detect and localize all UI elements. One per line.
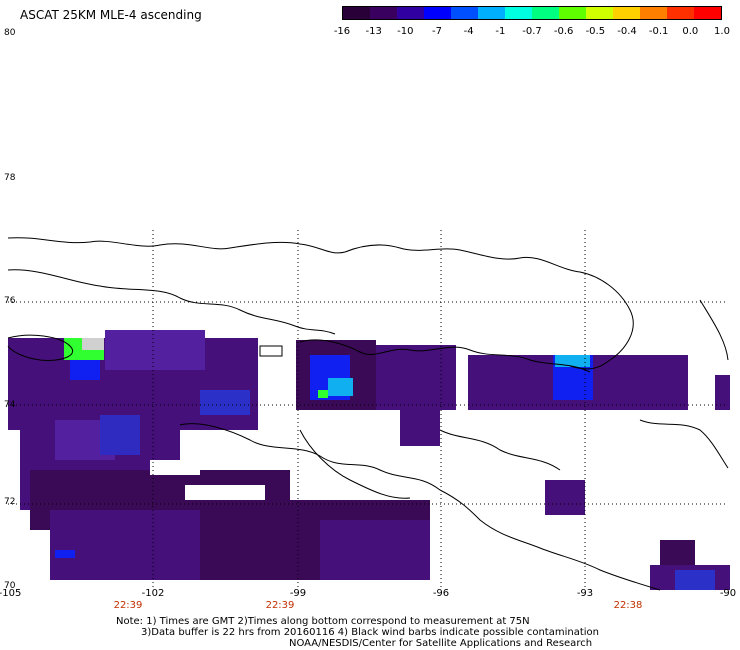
swath-central-east: [376, 345, 456, 410]
coastline-peninsula: [7, 269, 336, 335]
colorbar-tick-label: -0.7: [522, 26, 542, 37]
colorbar-tick-label: -16: [333, 26, 351, 37]
swath-far-east: [715, 375, 730, 410]
swath-blue-patch-3: [70, 360, 100, 380]
coastline-island-1: [7, 334, 73, 361]
colorbar-segment: [613, 7, 640, 19]
colorbar-tick-label: -0.5: [585, 26, 606, 37]
colorbar-tick-label: -7: [432, 26, 442, 37]
lat-label: 70: [4, 581, 16, 591]
note-line-2: 3)Data buffer is 22 hrs from 20160116 4)…: [141, 627, 599, 638]
swath-blue-patch-2: [200, 390, 250, 415]
swath-central-south: [400, 408, 440, 446]
colorbar-segment: [397, 7, 424, 19]
colorbar-segment: [505, 7, 532, 19]
footnotes: Note: 1) Times are GMT 2)Times along bot…: [116, 616, 599, 649]
note-line-1: Note: 1) Times are GMT 2)Times along bot…: [116, 616, 530, 627]
swath-southeast: [660, 540, 695, 568]
coastline-bay: [299, 429, 411, 499]
map-panel: [7, 230, 730, 591]
colorbar-segment: [478, 7, 505, 19]
swath-blue-patch-4: [55, 550, 75, 558]
lat-label: 72: [4, 497, 16, 507]
colorbar-tick-label: -0.1: [648, 26, 669, 37]
colorbar-tick-label: -1: [495, 26, 506, 37]
coastline-inlet: [439, 429, 561, 471]
graticule: [8, 230, 728, 590]
gap: [185, 485, 265, 500]
colorbar-segment: [559, 7, 586, 19]
swath-west-violet: [105, 330, 205, 370]
time-label: 22:38: [613, 600, 643, 611]
lat-label: 80: [4, 28, 16, 38]
time-label: 22:39: [265, 600, 295, 611]
swath-southeast-blue: [675, 570, 715, 590]
colorbar-segment: [586, 7, 613, 19]
lat-label: 74: [4, 400, 16, 410]
swath-east-isolated: [545, 480, 585, 515]
lon-label: -96: [432, 588, 450, 599]
lon-label: -99: [289, 588, 307, 599]
lat-label: 76: [4, 296, 16, 306]
time-label: 22:39: [113, 600, 143, 611]
colorbar-tick-label: 1.0: [714, 26, 730, 37]
colorbar-tick-label: -10: [397, 26, 414, 37]
swath-blue-patch-1: [100, 415, 140, 455]
swath-east-cyan: [555, 355, 590, 367]
coastline-far-east: [699, 299, 729, 361]
lon-label: -105: [0, 588, 22, 599]
colorbar-segment: [640, 7, 667, 19]
colorbar-segment: [667, 7, 694, 19]
lon-label: -102: [141, 588, 165, 599]
colorbar-tick-label: -4: [463, 26, 474, 37]
lon-label: -93: [576, 588, 594, 599]
colorbar-segment: [343, 7, 370, 19]
coastlines: [7, 237, 729, 591]
coastline-island-2: [259, 345, 283, 357]
swath-grey-patch: [82, 338, 104, 350]
colorbar-tick-label: -13: [365, 26, 382, 37]
lon-label: -90: [719, 588, 737, 599]
swath-central-cyan: [328, 378, 353, 396]
lat-label: 78: [4, 173, 16, 183]
map-title: ASCAT 25KM MLE-4 ascending: [20, 8, 202, 22]
coastline-north: [7, 237, 634, 370]
wind-data-layer: [8, 330, 730, 590]
swath-central-green: [318, 390, 328, 398]
colorbar-segment: [370, 7, 397, 19]
colorbar-tick-label: -0.6: [553, 26, 574, 37]
coastline-south: [179, 423, 661, 591]
gap: [262, 346, 282, 356]
coastline-east: [639, 419, 729, 469]
coastline-central: [299, 339, 591, 373]
note-line-3: NOAA/NESDIS/Center for Satellite Applica…: [289, 638, 593, 649]
colorbar-segment: [694, 7, 721, 19]
colorbar-segment: [451, 7, 478, 19]
colorbar-segment: [424, 7, 451, 19]
colorbar-tick-label: 0.0: [682, 26, 699, 37]
swath-central-lower: [320, 520, 430, 580]
colorbar-tick-label: -0.4: [617, 26, 637, 37]
colorbar-segment: [532, 7, 559, 19]
gap: [150, 460, 200, 475]
colorbar: [342, 6, 722, 20]
